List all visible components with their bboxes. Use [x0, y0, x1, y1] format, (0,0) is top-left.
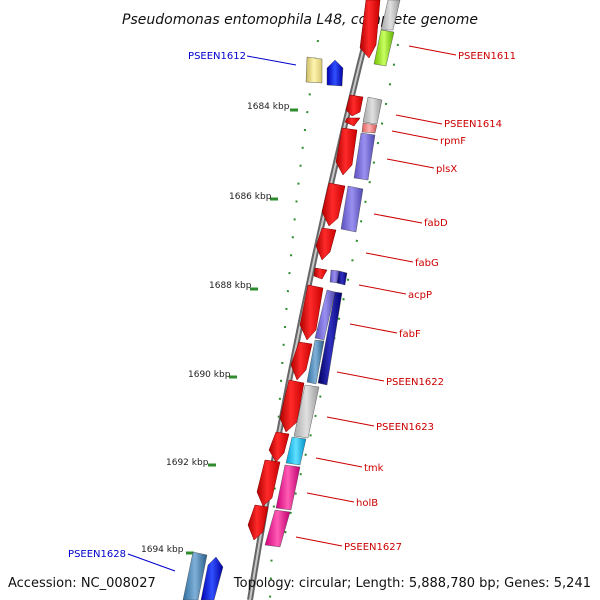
gene-label[interactable]: rpmF — [440, 136, 466, 147]
topology-text: Topology: circular; Length: 5,888,780 bp… — [233, 576, 591, 591]
gene-block[interactable] — [340, 185, 364, 233]
gene-block[interactable] — [264, 509, 291, 548]
gene-label[interactable]: PSEEN1622 — [386, 377, 444, 388]
gene-block[interactable] — [256, 459, 281, 507]
gene-label[interactable]: holB — [356, 498, 378, 509]
gene-block[interactable] — [326, 59, 344, 87]
gene-block[interactable] — [362, 96, 383, 125]
gene-block[interactable] — [361, 122, 378, 134]
kbp-label: 1690 kbp — [188, 370, 231, 380]
gene-label[interactable]: PSEEN1627 — [344, 542, 402, 553]
kbp-ticks — [186, 108, 298, 555]
gene-block[interactable] — [314, 289, 336, 341]
gene-label[interactable]: fabG — [415, 258, 439, 269]
gene-block[interactable] — [317, 291, 343, 386]
gene-block[interactable] — [306, 339, 325, 385]
map-title: Pseudomonas entomophila L48, complete ge… — [122, 12, 478, 28]
gene-block[interactable] — [373, 29, 395, 67]
gene-block[interactable] — [353, 132, 376, 181]
gene-block[interactable] — [313, 267, 328, 280]
accession-text: Accession: NC_008027 — [8, 576, 156, 591]
gene-block[interactable] — [380, 0, 401, 31]
gene-block[interactable] — [344, 117, 361, 127]
gene-block[interactable] — [247, 504, 269, 541]
kbp-label: 1686 kbp — [229, 192, 272, 202]
gene-block[interactable] — [299, 284, 324, 341]
gene-block[interactable] — [293, 384, 320, 439]
gene-label[interactable]: tmk — [364, 463, 384, 474]
gene-label[interactable]: PSEEN1611 — [458, 51, 516, 62]
gene-block[interactable] — [345, 94, 364, 117]
left-genes — [182, 56, 344, 600]
kbp-label: 1694 kbp — [141, 545, 184, 555]
gene-label[interactable]: PSEEN1614 — [444, 119, 502, 130]
gene-block[interactable] — [275, 464, 301, 511]
gene-block[interactable] — [359, 0, 381, 59]
colored-genes — [264, 0, 401, 548]
gene-block[interactable] — [321, 182, 346, 227]
gene-block[interactable] — [268, 431, 290, 463]
forward-genes — [247, 0, 381, 541]
gene-label[interactable]: PSEEN1623 — [376, 422, 434, 433]
label-leader-lines — [127, 45, 457, 572]
gene-block[interactable] — [305, 56, 323, 84]
gene-block[interactable] — [182, 551, 208, 600]
gene-label[interactable]: plsX — [436, 164, 457, 175]
gene-label[interactable]: PSEEN1628 — [68, 549, 126, 560]
gene-label[interactable]: fabF — [399, 329, 421, 340]
gene-label[interactable]: acpP — [408, 290, 432, 301]
kbp-label: 1692 kbp — [166, 458, 209, 468]
gene-label[interactable]: PSEEN1612 — [188, 51, 246, 62]
gene-block[interactable] — [336, 270, 348, 286]
gene-block[interactable] — [335, 127, 358, 176]
gene-label[interactable]: fabD — [424, 218, 448, 229]
gene-block[interactable] — [200, 556, 224, 600]
kbp-label: 1684 kbp — [247, 102, 290, 112]
gene-block[interactable] — [315, 227, 337, 261]
gene-block[interactable] — [290, 341, 313, 381]
gene-block[interactable] — [279, 379, 305, 433]
kbp-label: 1688 kbp — [209, 281, 252, 291]
gene-block[interactable] — [285, 436, 307, 466]
